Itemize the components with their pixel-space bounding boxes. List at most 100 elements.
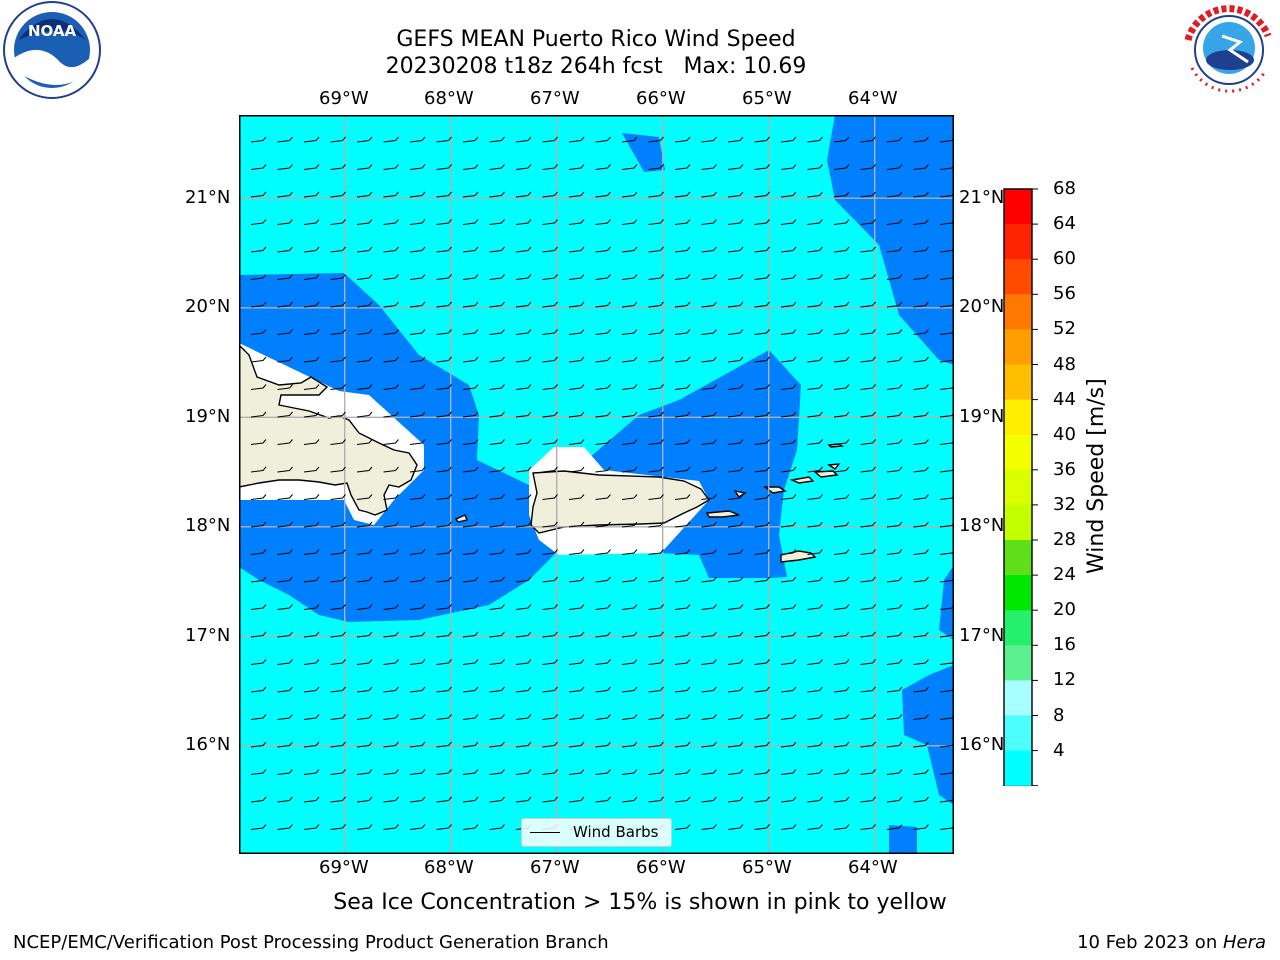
wind-barb (886, 714, 903, 720)
low-wind-region-east-2 (902, 665, 954, 805)
wind-barb (409, 411, 426, 418)
colorbar-segment (1004, 680, 1032, 716)
wind-barb (807, 494, 823, 500)
wind-barb (462, 549, 479, 555)
wind-barb (436, 329, 452, 335)
wind-barb (542, 164, 558, 170)
wind-barb (807, 274, 823, 280)
wind-barb (303, 329, 320, 335)
wind-barb (542, 521, 558, 528)
lat-tick-right-2: 20°N (959, 296, 1005, 317)
wind-barb (383, 356, 399, 363)
wind-barb (886, 521, 903, 528)
wind-barb (595, 686, 611, 693)
wind-barb (913, 384, 929, 390)
wind-barb (621, 521, 638, 528)
wind-barb (648, 329, 664, 335)
wind-barb (489, 769, 505, 775)
wind-barb (409, 549, 426, 555)
wind-barb (648, 439, 664, 445)
wind-barb (515, 549, 532, 555)
wind-barb (462, 219, 479, 225)
wind-barb (568, 549, 585, 555)
wind-barb (621, 686, 638, 693)
wind-barb (807, 191, 823, 198)
wind-barb (330, 824, 346, 830)
wind-barb (277, 741, 293, 748)
wind-barb (383, 411, 399, 418)
footer-machine: Hera (1222, 932, 1266, 953)
wind-barb (648, 549, 664, 555)
wind-barb (648, 604, 664, 610)
vieques (705, 510, 740, 518)
wind-barb (542, 356, 558, 363)
wind-barb (701, 301, 717, 308)
wind-barb (303, 686, 320, 693)
wind-barb (462, 659, 479, 665)
wind-barb (939, 467, 954, 473)
wind-barb (489, 439, 505, 445)
wind-barb (860, 824, 876, 830)
wind-barb (939, 274, 954, 280)
wind-barb (833, 246, 850, 253)
lon-tick-top-2: 68°W (424, 88, 474, 109)
lon-tick-top-4: 66°W (636, 88, 686, 109)
wind-barb (780, 136, 797, 143)
wind-barb (436, 604, 452, 610)
wind-barb (780, 549, 797, 555)
wind-barb (303, 356, 320, 363)
wind-barb (621, 439, 638, 445)
wind-barb (754, 549, 770, 555)
colorbar-tick-label: 36 (1053, 458, 1076, 480)
wind-barb (701, 246, 717, 253)
wind-barb (860, 219, 876, 225)
wind-barb (568, 411, 585, 418)
wind-barb (727, 631, 744, 638)
wind-barb (595, 384, 611, 390)
wind-barb (754, 494, 770, 500)
wind-barb (701, 191, 717, 198)
wind-barb (939, 192, 954, 198)
wind-barb (860, 466, 876, 473)
wind-barb (780, 219, 797, 225)
wind-barb (330, 411, 346, 418)
wind-barb (568, 494, 585, 500)
colorbar-tick-label: 40 (1053, 423, 1076, 445)
wind-barb (780, 824, 797, 830)
wind-barb (356, 329, 373, 335)
lon-tick-bottom-1: 69°W (319, 857, 369, 878)
wind-barb (303, 741, 320, 748)
wind-barb (356, 714, 373, 720)
wind-barb (727, 796, 744, 803)
wind-barb (595, 714, 611, 720)
wind-barb (383, 659, 399, 665)
wind-barb (701, 164, 717, 170)
wind-barb (674, 631, 691, 638)
wind-barb (542, 191, 558, 198)
wind-barb (303, 246, 320, 253)
wind-barb (277, 329, 293, 335)
wind-barb (250, 796, 267, 803)
colorbar-frame (1003, 188, 1033, 786)
wind-barb (674, 494, 691, 500)
wind-barb (383, 796, 399, 803)
wind-barb (780, 576, 797, 583)
wind-barb (727, 219, 744, 225)
wind-barb (860, 796, 876, 803)
wind-barb (833, 274, 850, 280)
wind-barb (833, 411, 850, 418)
wind-barb (330, 219, 346, 225)
wind-barb (515, 274, 532, 280)
wind-barb (886, 329, 903, 335)
footer-branch: NCEP/EMC/Verification Post Processing Pr… (13, 932, 609, 953)
wind-barb (780, 714, 797, 720)
colorbar (1003, 188, 1038, 786)
wind-barb (648, 356, 664, 363)
wind-speed-map (239, 115, 954, 854)
wind-barb (754, 604, 770, 610)
wind-barb (542, 246, 558, 253)
wind-barb (568, 686, 585, 693)
wind-barb (807, 439, 823, 445)
wind-barb (409, 686, 426, 693)
wind-barb (489, 384, 505, 390)
